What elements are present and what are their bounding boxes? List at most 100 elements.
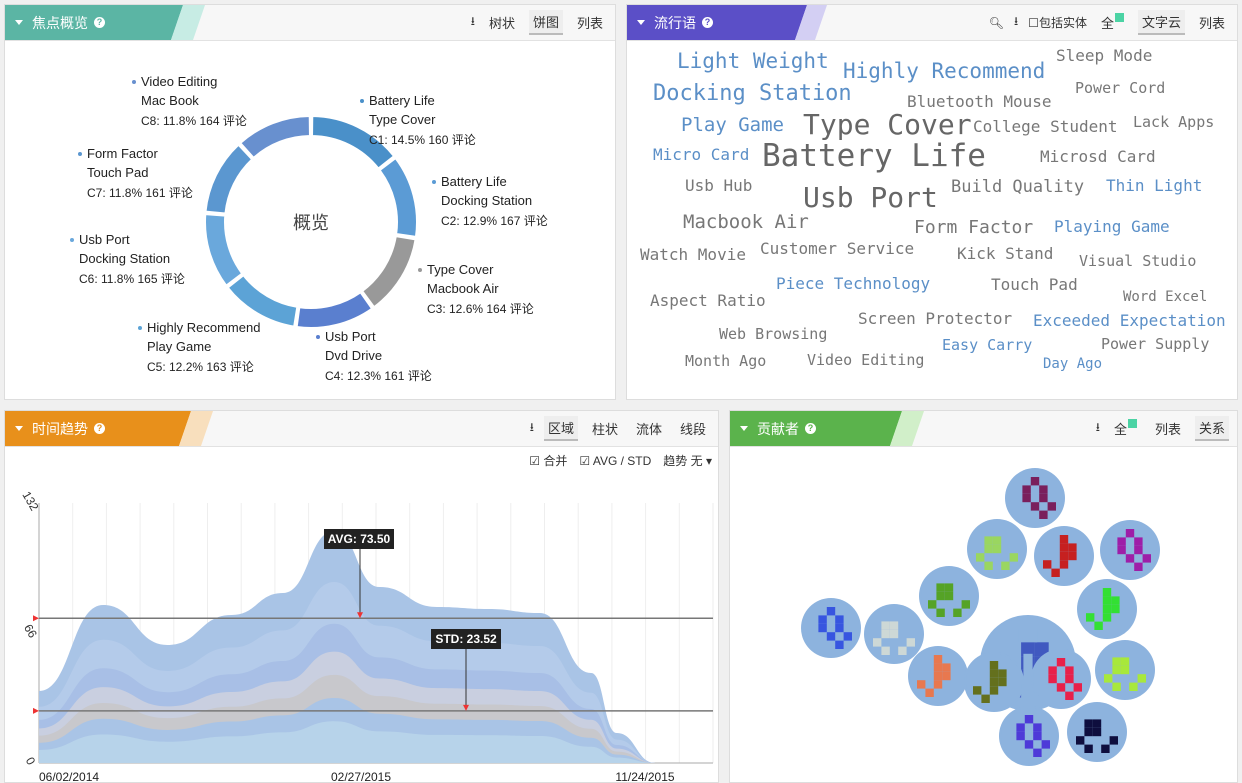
panel-title-tab[interactable]: 焦点概览 ? (5, 5, 105, 40)
contributor-avatar-node[interactable] (801, 598, 861, 658)
tool-line[interactable]: 线段 (679, 422, 706, 437)
word-cloud-term[interactable]: Play Game (681, 114, 784, 136)
word-cloud-term[interactable]: Sleep Mode (1056, 46, 1153, 65)
panel-title-tab[interactable]: 贡献者 ? (730, 411, 816, 446)
download-icon[interactable]: ⭳ (1013, 14, 1019, 28)
word-cloud-term[interactable]: Lack Apps (1133, 113, 1215, 131)
tool-stream[interactable]: 流体 (635, 422, 662, 437)
donut-slice-6[interactable] (204, 213, 244, 288)
word-cloud-term[interactable]: Piece Technology (776, 274, 931, 293)
word-cloud-term[interactable]: Light Weight (677, 49, 829, 73)
collapse-triangle-icon[interactable] (637, 20, 645, 25)
slice-label-line2: Dvd Drive (325, 348, 382, 363)
word-cloud-term[interactable]: Micro Card (653, 145, 750, 164)
x-tick-label: 02/27/2015 (331, 770, 391, 783)
collapse-triangle-icon[interactable] (740, 426, 748, 431)
avg-std-checkbox[interactable]: ☑ AVG / STD (579, 453, 652, 468)
contributor-avatar-node[interactable] (999, 706, 1059, 766)
word-cloud-term[interactable]: Playing Game (1054, 217, 1170, 236)
filter-all-label: 全 (1113, 422, 1127, 437)
collapse-triangle-icon[interactable] (15, 426, 23, 431)
tool-relation[interactable]: 关系 (1194, 416, 1229, 441)
donut-slice-2[interactable] (378, 156, 418, 238)
search-icon[interactable]: 🔍︎ (988, 15, 1004, 30)
contributor-avatar-node[interactable] (964, 652, 1024, 712)
filter-all[interactable]: 全 (1110, 417, 1141, 440)
panel-title: 贡献者 (757, 420, 799, 437)
trend-dropdown[interactable]: 趋势 无 ▾ (663, 454, 712, 468)
contributor-avatar-node[interactable] (908, 646, 968, 706)
word-cloud-term[interactable]: Power Supply (1101, 335, 1210, 353)
panel-header: 时间趋势 ? ⭳ 区域 柱状 流体 线段 (5, 411, 718, 447)
merge-checkbox[interactable]: ☑ 合并 (529, 454, 568, 468)
contributor-avatar-node[interactable] (1100, 520, 1160, 580)
word-cloud-term[interactable]: Video Editing (807, 351, 925, 369)
tool-area[interactable]: 区域 (543, 416, 578, 441)
panel-title-tab[interactable]: 时间趋势 ? (5, 411, 105, 446)
help-icon[interactable]: ? (702, 17, 713, 28)
word-cloud-term[interactable]: Web Browsing (719, 325, 828, 343)
slice-label-line1: Battery Life (369, 93, 435, 108)
word-cloud-term[interactable]: Highly Recommend (843, 59, 1046, 83)
word-cloud-term[interactable]: Thin Light (1106, 176, 1203, 195)
word-cloud-term[interactable]: Exceeded Expectation (1033, 311, 1226, 330)
word-cloud-term[interactable]: Usb Port (803, 181, 938, 214)
panel-title-tab[interactable]: 流行语 ? (627, 5, 713, 40)
donut-slice-8[interactable] (238, 114, 311, 160)
word-cloud-term[interactable]: Customer Service (760, 239, 915, 258)
contributor-avatar-node[interactable] (967, 519, 1027, 579)
word-cloud-term[interactable]: Build Quality (951, 177, 1085, 197)
contributor-avatar-node[interactable] (1031, 649, 1091, 709)
donut-slice-7[interactable] (204, 143, 254, 215)
word-cloud-term[interactable]: Type Cover (803, 108, 972, 141)
word-cloud-term[interactable]: Docking Station (653, 81, 852, 106)
word-cloud-term[interactable]: Day Ago (1043, 356, 1103, 372)
download-icon[interactable]: ⭳ (529, 420, 534, 434)
contributor-avatar-node[interactable] (1005, 468, 1065, 528)
tool-pie[interactable]: 饼图 (528, 10, 563, 35)
tool-list[interactable]: 列表 (576, 16, 603, 31)
word-cloud-term[interactable]: Month Ago (685, 352, 767, 370)
donut-slice-5[interactable] (226, 273, 299, 328)
word-cloud-term[interactable]: Kick Stand (957, 244, 1054, 263)
word-cloud-term[interactable]: Usb Hub (685, 176, 753, 195)
tool-list[interactable]: 列表 (1154, 422, 1181, 437)
donut-slice-1[interactable] (311, 114, 396, 170)
contributor-avatar-node[interactable] (1067, 702, 1127, 762)
filter-all[interactable]: 全 (1097, 11, 1128, 34)
word-cloud-term[interactable]: Visual Studio (1079, 252, 1197, 270)
word-cloud-term[interactable]: Aspect Ratio (650, 291, 766, 310)
word-cloud-term[interactable]: Easy Carry (942, 336, 1033, 354)
help-icon[interactable]: ? (805, 423, 816, 434)
download-icon[interactable]: ⭳ (1095, 420, 1100, 434)
contributor-avatar-node[interactable] (1095, 640, 1155, 700)
trend-options: ☑ 合并 ☑ AVG / STD 趋势 无 ▾ (529, 452, 712, 469)
include-entity-checkbox[interactable]: ☐包括实体 (1028, 16, 1087, 30)
help-icon[interactable]: ? (94, 423, 105, 434)
donut-slice-4[interactable] (295, 290, 374, 329)
slice-label-stat: C1: 14.5% 160 评论 (369, 133, 476, 147)
donut-slice-3[interactable] (360, 234, 417, 309)
contributor-avatar-node[interactable] (1077, 579, 1137, 639)
tool-bar[interactable]: 柱状 (591, 422, 618, 437)
word-cloud-term[interactable]: Macbook Air (683, 211, 809, 233)
contributor-avatar-node[interactable] (919, 566, 979, 626)
tool-tree[interactable]: 树状 (488, 16, 515, 31)
word-cloud-term[interactable]: Power Cord (1075, 79, 1166, 97)
word-cloud-term[interactable]: College Student (973, 117, 1118, 136)
tool-wordcloud[interactable]: 文字云 (1137, 10, 1185, 35)
word-cloud-term[interactable]: Screen Protector (858, 309, 1013, 328)
word-cloud-term[interactable]: Word Excel (1123, 289, 1208, 305)
word-cloud-term[interactable]: Touch Pad (991, 275, 1078, 294)
word-cloud-term[interactable]: Battery Life (762, 138, 986, 174)
tool-list[interactable]: 列表 (1198, 16, 1225, 31)
collapse-triangle-icon[interactable] (15, 20, 23, 25)
contributor-avatar-node[interactable] (864, 604, 924, 664)
download-icon[interactable]: ⭳ (470, 14, 475, 28)
help-icon[interactable]: ? (94, 17, 105, 28)
word-cloud-term[interactable]: Bluetooth Mouse (907, 92, 1052, 111)
word-cloud-term[interactable]: Watch Movie (640, 245, 746, 264)
word-cloud-term[interactable]: Microsd Card (1040, 147, 1156, 166)
word-cloud-term[interactable]: Form Factor (914, 217, 1034, 238)
contributor-avatar-node[interactable] (1034, 526, 1094, 586)
